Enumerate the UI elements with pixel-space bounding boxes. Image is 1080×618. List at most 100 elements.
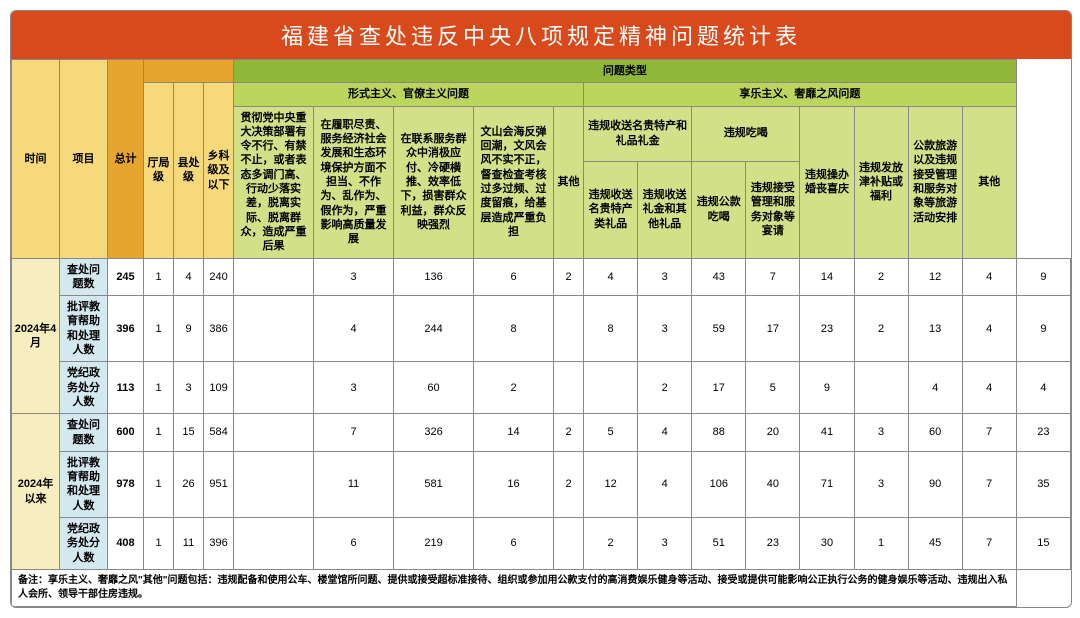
value-cell: 2 xyxy=(854,258,908,296)
value-cell: 4 xyxy=(962,362,1016,414)
value-cell: 4 xyxy=(1016,362,1070,414)
value-cell: 9 xyxy=(1016,258,1070,296)
value-cell: 59 xyxy=(692,296,746,362)
metric-label: 批评教育帮助和处理人数 xyxy=(60,451,108,517)
level-cell: 1 xyxy=(144,414,174,452)
hdr-gift1: 违规收送名贵特产类礼品 xyxy=(584,161,638,258)
hdr-level-ting: 厅局级 xyxy=(144,83,174,258)
hdr-level-xiang: 乡科级及以下 xyxy=(204,83,234,258)
value-cell: 9 xyxy=(800,362,854,414)
value-cell xyxy=(554,296,584,362)
value-cell: 51 xyxy=(692,518,746,570)
level-cell: 4 xyxy=(174,258,204,296)
hdr-f5: 其他 xyxy=(554,106,584,258)
value-cell: 90 xyxy=(908,451,962,517)
value-cell: 4 xyxy=(908,362,962,414)
value-cell xyxy=(554,518,584,570)
value-cell: 3 xyxy=(314,258,394,296)
period-label: 2024年4月 xyxy=(12,258,60,414)
level-cell: 9 xyxy=(174,296,204,362)
value-cell: 43 xyxy=(692,258,746,296)
value-cell: 136 xyxy=(394,258,474,296)
value-cell: 7 xyxy=(962,518,1016,570)
value-cell: 2 xyxy=(638,362,692,414)
value-cell: 14 xyxy=(474,414,554,452)
hdr-allow: 违规发放津补贴或福利 xyxy=(854,106,908,258)
value-cell xyxy=(234,258,314,296)
table-row: 党纪政务处分人数4081113966219623512330145715 xyxy=(12,518,1071,570)
value-cell: 7 xyxy=(962,451,1016,517)
value-cell: 11 xyxy=(314,451,394,517)
value-cell: 7 xyxy=(314,414,394,452)
total-cell: 408 xyxy=(108,518,144,570)
hdr-f4: 文山会海反弹回潮，文风会风不实不正，督查检查考核过多过频、过度留痕，给基层造成严… xyxy=(474,106,554,258)
level-cell: 15 xyxy=(174,414,204,452)
metric-label: 查处问题数 xyxy=(60,414,108,452)
table-header: 时间 项目 总计 问题类型 厅局级 县处级 乡科级及以下 形式主义、官僚主义问题… xyxy=(12,60,1071,259)
value-cell xyxy=(234,414,314,452)
metric-label: 党纪政务处分人数 xyxy=(60,518,108,570)
hdr-hedonism: 享乐主义、奢靡之风问题 xyxy=(584,83,1017,106)
hdr-travel: 公款旅游以及违规接受管理和服务对象等旅游活动安排 xyxy=(908,106,962,258)
hdr-f3: 在联系服务群众中消极应付、冷硬横推、效率低下，损害群众利益，群众反映强烈 xyxy=(394,106,474,258)
value-cell: 23 xyxy=(746,518,800,570)
value-cell: 12 xyxy=(584,451,638,517)
table-row: 2024年4月查处问题数24514240313662434371421249 xyxy=(12,258,1071,296)
level-cell: 386 xyxy=(204,296,234,362)
value-cell xyxy=(554,362,584,414)
value-cell: 2 xyxy=(554,451,584,517)
total-cell: 396 xyxy=(108,296,144,362)
hdr-eat1: 违规公款吃喝 xyxy=(692,161,746,258)
value-cell: 4 xyxy=(638,451,692,517)
level-cell: 1 xyxy=(144,258,174,296)
value-cell: 41 xyxy=(800,414,854,452)
value-cell: 244 xyxy=(394,296,474,362)
value-cell: 5 xyxy=(584,414,638,452)
level-cell: 240 xyxy=(204,258,234,296)
level-cell: 584 xyxy=(204,414,234,452)
hdr-gift2: 违规收送礼金和其他礼品 xyxy=(638,161,692,258)
level-cell: 396 xyxy=(204,518,234,570)
table-row: 批评教育帮助和处理人数39619386424488359172321349 xyxy=(12,296,1071,362)
level-cell: 26 xyxy=(174,451,204,517)
level-cell: 109 xyxy=(204,362,234,414)
hdr-total: 总计 xyxy=(108,60,144,259)
value-cell: 326 xyxy=(394,414,474,452)
metric-label: 批评教育帮助和处理人数 xyxy=(60,296,108,362)
hdr-eat-group: 违规吃喝 xyxy=(692,106,800,161)
value-cell: 6 xyxy=(474,518,554,570)
value-cell: 5 xyxy=(746,362,800,414)
value-cell: 15 xyxy=(1016,518,1070,570)
table-row: 党纪政务处分人数11313109360221759444 xyxy=(12,362,1071,414)
total-cell: 600 xyxy=(108,414,144,452)
value-cell: 3 xyxy=(638,258,692,296)
hdr-level-xian: 县处级 xyxy=(174,83,204,258)
value-cell: 106 xyxy=(692,451,746,517)
value-cell: 3 xyxy=(638,518,692,570)
value-cell xyxy=(234,362,314,414)
value-cell: 14 xyxy=(800,258,854,296)
table-row: 2024年以来查处问题数6001155847326142548820413607… xyxy=(12,414,1071,452)
hdr-f2: 在履职尽责、服务经济社会发展和生态环境保护方面不担当、不作为、乱作为、假作为，严… xyxy=(314,106,394,258)
total-cell: 245 xyxy=(108,258,144,296)
level-cell: 951 xyxy=(204,451,234,517)
table-title: 福建省查处违反中央八项规定精神问题统计表 xyxy=(11,11,1071,59)
value-cell: 17 xyxy=(746,296,800,362)
value-cell: 23 xyxy=(800,296,854,362)
value-cell: 12 xyxy=(908,258,962,296)
value-cell: 7 xyxy=(962,414,1016,452)
level-cell: 3 xyxy=(174,362,204,414)
value-cell: 3 xyxy=(854,414,908,452)
table-row: 批评教育帮助和处理人数97812695111581162124106407139… xyxy=(12,451,1071,517)
value-cell: 60 xyxy=(394,362,474,414)
hdr-eat2: 违规接受管理和服务对象等宴请 xyxy=(746,161,800,258)
value-cell xyxy=(854,362,908,414)
value-cell: 8 xyxy=(474,296,554,362)
value-cell: 4 xyxy=(584,258,638,296)
value-cell: 3 xyxy=(314,362,394,414)
value-cell: 581 xyxy=(394,451,474,517)
value-cell: 88 xyxy=(692,414,746,452)
total-cell: 978 xyxy=(108,451,144,517)
value-cell: 71 xyxy=(800,451,854,517)
value-cell: 8 xyxy=(584,296,638,362)
